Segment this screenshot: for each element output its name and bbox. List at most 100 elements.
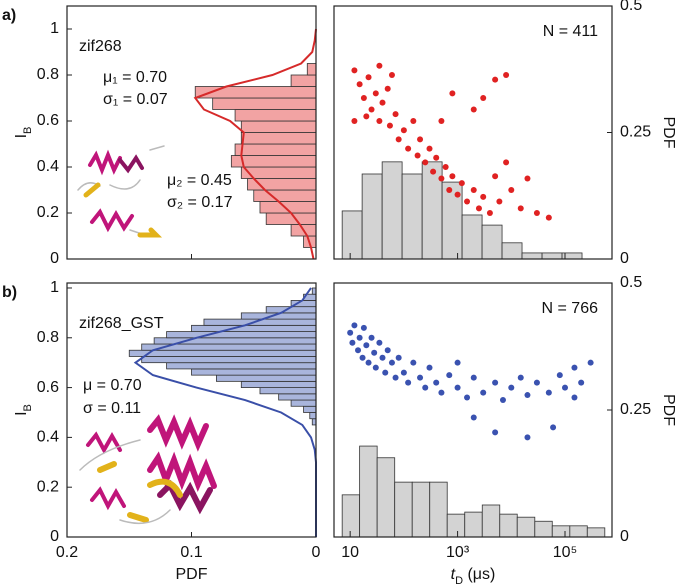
- scatter-point: [372, 364, 379, 371]
- scatter-point: [392, 111, 399, 118]
- y-tick-label: 0.4: [37, 158, 59, 175]
- scatter-point: [464, 394, 471, 401]
- bar: [215, 374, 317, 382]
- histogram-bar: [401, 173, 423, 260]
- bar: [290, 74, 317, 87]
- axis-label: IB: [13, 127, 34, 139]
- scatter-point: [388, 359, 395, 366]
- panel-title: zif268_GST: [79, 315, 164, 332]
- scatter-point: [587, 359, 594, 366]
- scatter-point: [486, 210, 493, 216]
- scatter-point: [533, 379, 540, 386]
- y-tick-label: 0.2: [37, 204, 59, 221]
- scatter-point: [458, 180, 465, 187]
- scatter-point: [356, 334, 363, 341]
- x-tick-label: 10³: [446, 544, 470, 561]
- scatter-point: [492, 173, 499, 180]
- scatter-point: [405, 145, 412, 152]
- scatter-point: [376, 62, 383, 69]
- scatter-point: [449, 173, 456, 180]
- y2-tick-label: 0.5: [620, 0, 642, 14]
- y-tick-label: 0.4: [37, 429, 59, 446]
- histogram-bar: [361, 173, 383, 260]
- histogram-bar: [411, 481, 431, 538]
- scatter-point: [392, 374, 399, 381]
- scatter-point: [517, 374, 524, 381]
- bar: [212, 97, 317, 110]
- scatter-point: [376, 118, 383, 124]
- scatter-point: [454, 384, 461, 391]
- histogram-bar: [446, 513, 466, 538]
- scatter-point: [382, 369, 389, 376]
- histogram-bar: [381, 161, 403, 260]
- scatter-point: [438, 175, 445, 182]
- scatter-point: [426, 364, 433, 371]
- scatter-point: [384, 85, 391, 92]
- scatter-point: [562, 384, 569, 391]
- y2-tick-label: 0.25: [620, 401, 651, 418]
- scatter-point: [492, 379, 499, 386]
- bar: [191, 324, 317, 332]
- scatter-point: [417, 136, 424, 143]
- annotation: σ = 0.11: [83, 400, 141, 417]
- y-tick-label: 0.8: [37, 329, 59, 346]
- axis-label-part: B: [22, 127, 34, 134]
- y-tick-label: 0.6: [37, 379, 59, 396]
- axis-label-part: D: [455, 575, 463, 587]
- scatter-point: [475, 205, 482, 212]
- histogram-bar: [429, 481, 448, 538]
- bar: [141, 356, 317, 364]
- scatter-point: [480, 389, 487, 396]
- histogram-bar: [464, 511, 483, 538]
- bar: [309, 412, 317, 420]
- scatter-point: [355, 347, 362, 354]
- scatter-point: [454, 191, 461, 198]
- panel-label: b): [2, 284, 17, 301]
- histogram-bar: [551, 525, 571, 538]
- scatter-point: [503, 159, 510, 166]
- annotation: μ₂ = 0.45: [167, 172, 232, 189]
- scatter-point: [480, 193, 487, 200]
- scatter-point: [503, 72, 510, 78]
- scatter-point: [470, 187, 477, 193]
- histogram-bar: [481, 224, 503, 260]
- scatter-point: [524, 392, 531, 399]
- histogram-bar: [499, 513, 518, 538]
- y2-axis-label: PDF: [660, 117, 677, 149]
- scatter-point: [433, 154, 440, 161]
- scatter-point: [438, 118, 445, 124]
- histogram-bar: [421, 161, 443, 260]
- scatter-point: [368, 334, 375, 341]
- y-tick-label: 0.2: [37, 478, 59, 495]
- scatter-point: [349, 339, 356, 346]
- bar: [278, 393, 317, 401]
- y2-tick-label: 0: [620, 250, 629, 267]
- bar: [240, 120, 317, 133]
- scatter-point: [422, 384, 429, 391]
- scatter-point: [499, 397, 506, 404]
- y2-axis-label: PDF: [660, 394, 677, 426]
- scatter-point: [508, 384, 515, 391]
- scatter-point: [422, 159, 429, 166]
- bar: [303, 405, 317, 413]
- y-tick-label: 0.6: [37, 112, 59, 129]
- scatter-point: [417, 374, 424, 381]
- scatter-point: [454, 359, 461, 366]
- axis-label-part: t: [451, 566, 456, 583]
- bar: [240, 132, 317, 145]
- histogram-bar: [569, 525, 588, 538]
- scatter-point: [430, 168, 437, 175]
- annotation: σ₁ = 0.07: [103, 91, 168, 108]
- scatter-point: [442, 164, 449, 170]
- bar: [290, 399, 317, 407]
- histogram-bar: [341, 494, 361, 538]
- annotation: N = 411: [543, 23, 598, 40]
- scatter-point: [508, 187, 515, 193]
- annotation: μ₁ = 0.70: [103, 69, 167, 86]
- x-tick-label: 0: [312, 544, 321, 561]
- scatter-point: [410, 359, 417, 366]
- scatter-point: [395, 354, 402, 361]
- histogram-bar: [481, 504, 501, 538]
